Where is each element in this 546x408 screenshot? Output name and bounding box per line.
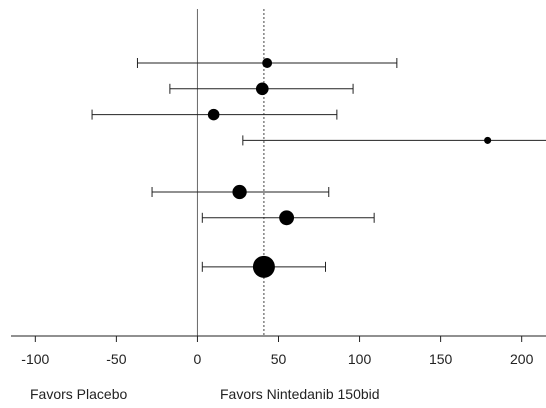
x-axis: -100 -50 0 50 100 150 200 xyxy=(11,335,546,367)
confidence-intervals xyxy=(91,58,546,278)
point-estimate xyxy=(279,210,295,226)
study-row xyxy=(136,58,398,68)
study-row xyxy=(169,82,354,96)
x-tick-label: -100 xyxy=(21,351,49,367)
study-row xyxy=(151,184,330,200)
study-row xyxy=(242,135,546,146)
point-estimate xyxy=(207,108,220,121)
point-estimate xyxy=(262,58,273,68)
favors-placebo-label: Favors Placebo xyxy=(30,386,128,402)
point-estimate xyxy=(252,255,275,278)
point-estimate xyxy=(484,136,492,144)
x-tick-label: -50 xyxy=(106,351,126,367)
study-row xyxy=(201,255,327,278)
x-tick-label: 0 xyxy=(194,351,202,367)
study-row xyxy=(91,108,338,121)
favors-nintedanib-label: Favors Nintedanib 150bid xyxy=(220,386,380,402)
study-row xyxy=(201,210,375,226)
point-estimate xyxy=(232,184,247,200)
point-estimate xyxy=(255,82,269,96)
reference-lines xyxy=(196,9,265,336)
x-tick-label: 100 xyxy=(348,351,372,367)
x-tick-label: 150 xyxy=(429,351,453,367)
x-tick-label: 200 xyxy=(510,351,534,367)
x-tick-label: 50 xyxy=(271,351,287,367)
